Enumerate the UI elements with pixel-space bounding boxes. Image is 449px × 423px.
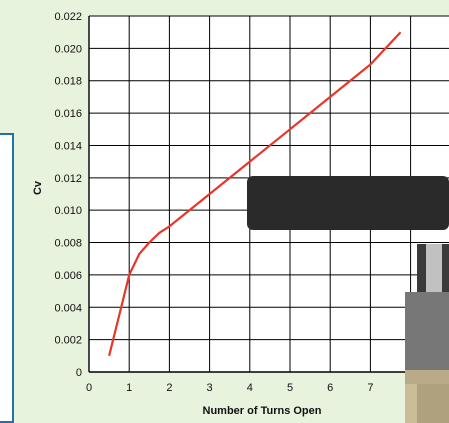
- y-axis-ticks: 0 0.002 0.004 0.006 0.008 0.010 0.012 0.014 0.01…: [54, 11, 82, 379]
- y-tick-label: 0.002: [54, 335, 82, 347]
- valve-handle-bar: [247, 176, 449, 230]
- valve-base: [405, 370, 449, 423]
- x-tick-label: 6: [327, 382, 333, 394]
- valve-photo-overlay: [247, 176, 449, 423]
- y-tick-label: 0.008: [54, 238, 82, 250]
- y-tick-label: 0.004: [54, 302, 82, 314]
- y-tick-label: 0.020: [54, 43, 82, 55]
- y-tick-label: 0.018: [54, 76, 82, 88]
- y-tick-label: 0.010: [54, 205, 82, 217]
- x-axis-label: Number of Turns Open: [203, 405, 322, 417]
- y-tick-label: 0.006: [54, 270, 82, 282]
- x-tick-label: 5: [287, 382, 293, 394]
- y-tick-label: 0.012: [54, 173, 82, 185]
- x-tick-label: 1: [126, 382, 132, 394]
- y-tick-label: 0: [76, 367, 82, 379]
- x-axis-ticks: 0 1 2 3 4 5 6 7: [86, 382, 374, 394]
- x-tick-label: 0: [86, 382, 92, 394]
- x-tick-label: 2: [166, 382, 172, 394]
- valve-thread-block: [405, 292, 449, 384]
- y-axis-label: Cv: [32, 180, 44, 195]
- series-group: [108, 31, 402, 357]
- cv-series-line: [108, 31, 402, 357]
- x-tick-label: 4: [247, 382, 253, 394]
- y-tick-label: 0.014: [54, 140, 82, 152]
- y-tick-label: 0.022: [54, 11, 82, 23]
- x-tick-label: 3: [207, 382, 213, 394]
- callout-box-edge: [0, 133, 14, 423]
- x-tick-label: 7: [367, 382, 373, 394]
- y-tick-label: 0.016: [54, 108, 82, 120]
